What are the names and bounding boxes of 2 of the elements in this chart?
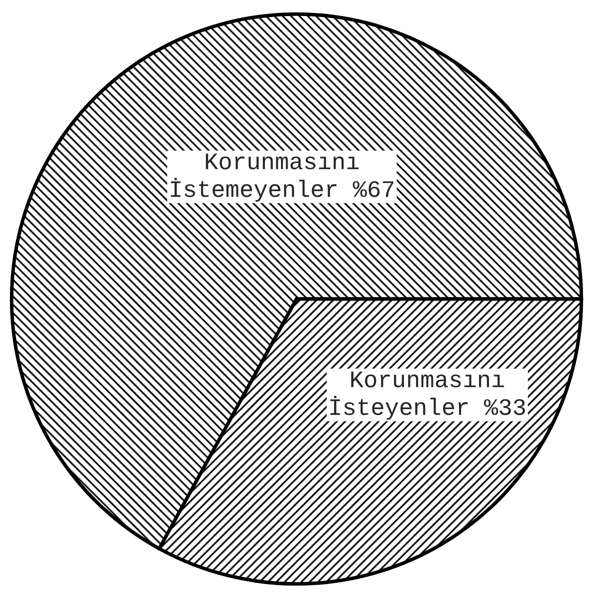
slice-label: Korunmasını İsteyenler %33 (330, 372, 525, 420)
slice-label: Korunmasını İstemeyenler %67 (170, 154, 394, 202)
